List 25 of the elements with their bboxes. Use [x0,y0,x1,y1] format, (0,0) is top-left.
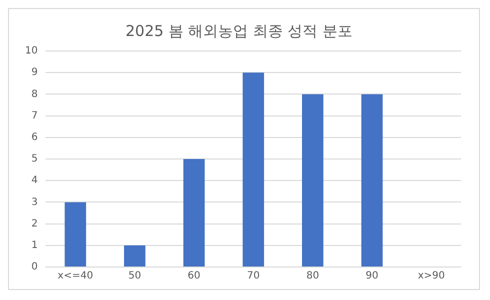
y-tick-label: 6 [31,132,38,143]
bar [302,94,324,266]
bar [183,159,205,266]
y-tick-label: 3 [31,196,38,208]
bar [124,245,146,266]
y-tick-label: 5 [31,154,38,165]
chart-title: 2025 봄 해외농업 최종 성적 분포 [125,22,353,40]
y-tick-label: 7 [31,110,38,122]
x-tick-label: 80 [306,270,320,282]
x-tick-label: 60 [188,270,200,282]
y-tick-label: 1 [31,240,38,251]
x-tick-label: x>90 [418,270,445,282]
x-tick-label: 50 [128,270,142,282]
y-tick-label: 4 [31,175,38,186]
bar [242,72,264,266]
y-tick-label: 0 [31,262,38,273]
bar [64,202,86,266]
y-tick-label: 8 [31,88,38,100]
x-tick-label: x<=40 [58,270,94,282]
bar [361,94,383,266]
y-tick-label: 2 [31,218,38,230]
y-tick-label: 9 [31,67,38,78]
x-tick-label: 90 [366,270,378,282]
y-tick-label: 10 [24,46,38,57]
x-tick-label: 70 [246,270,260,282]
